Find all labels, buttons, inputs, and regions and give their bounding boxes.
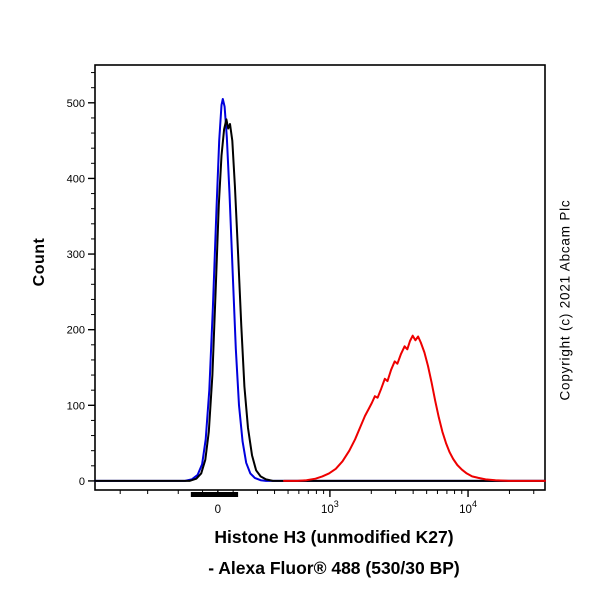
x-tick-label: 0: [215, 504, 221, 516]
plot-frame: [94, 64, 546, 491]
y-tick-label: 500: [67, 98, 85, 110]
figure-title-line-1: Histone H3 (unmodified K27): [214, 527, 454, 547]
gate-marker: [190, 492, 239, 497]
black-curve: [94, 118, 546, 482]
y-tick-label: 100: [67, 400, 85, 412]
figure-title: Histone H3 (unmodified K27) - Alexa Fluo…: [109, 522, 559, 584]
figure-title-line-2: - Alexa Fluor® 488 (530/30 BP): [208, 558, 460, 578]
blue-curve: [94, 98, 546, 482]
y-tick-label: 0: [79, 476, 85, 488]
red-curve: [283, 334, 546, 482]
y-tick-label: 400: [67, 173, 85, 185]
y-tick-label: 200: [67, 325, 85, 337]
y-tick-label: 300: [67, 249, 85, 261]
x-tick-label: 104: [459, 499, 477, 516]
copyright-text: Copyright (c) 2021 Abcam Plc: [557, 199, 573, 401]
x-tick-label: 103: [321, 499, 339, 516]
